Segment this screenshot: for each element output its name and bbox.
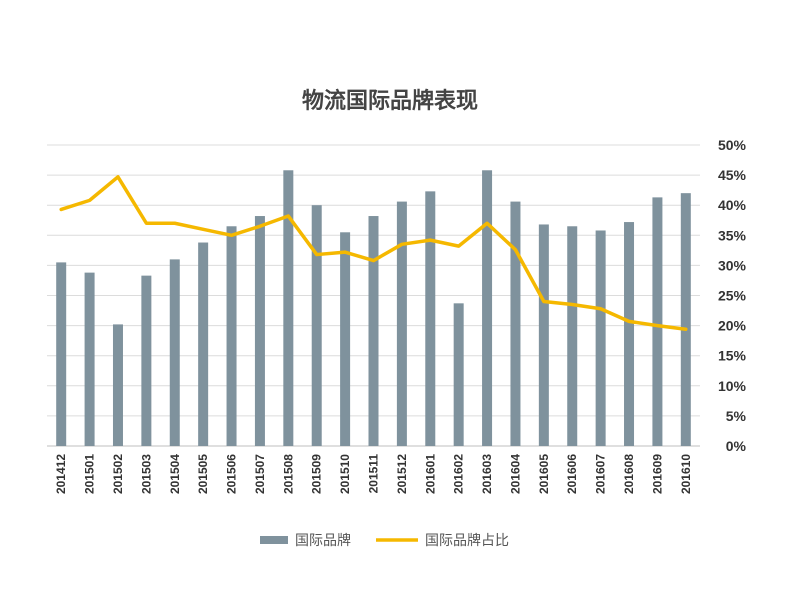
bar (283, 170, 294, 446)
x-tick-label: 201606 (565, 454, 579, 494)
x-tick-label: 201609 (650, 454, 664, 494)
y-tick-label: 0% (726, 438, 747, 454)
x-tick-label: 201608 (622, 454, 636, 494)
x-axis-ticks: 201412 201501 201502 201503 201504 201505 2015… (54, 454, 693, 494)
y-tick-label: 15% (718, 348, 747, 364)
bar (482, 170, 493, 446)
y-tick-label: 20% (718, 318, 747, 334)
x-tick-label: 201601 (423, 454, 437, 494)
x-tick-label: 201504 (168, 454, 182, 494)
bar (169, 259, 180, 446)
y-axis-ticks: 0% 5% 10% 15% 20% 25% 30% 35% 40% 45% 50% (718, 137, 747, 454)
x-tick-label: 201509 (310, 454, 324, 494)
x-tick-label: 201602 (452, 454, 466, 494)
bar (538, 224, 549, 446)
y-tick-label: 25% (718, 288, 747, 304)
x-tick-label: 201507 (253, 454, 267, 494)
x-tick-label: 201512 (395, 454, 409, 494)
bar (425, 191, 436, 446)
x-tick-label: 201603 (480, 454, 494, 494)
x-tick-label: 201605 (537, 454, 551, 494)
bar (112, 324, 123, 446)
bar (198, 242, 209, 446)
y-tick-label: 40% (718, 197, 747, 213)
bar (624, 222, 635, 446)
bar (56, 262, 67, 446)
x-tick-label: 201510 (338, 454, 352, 494)
bar (396, 201, 407, 446)
y-tick-label: 35% (718, 227, 747, 243)
x-tick-label: 201604 (508, 454, 522, 494)
bar (141, 275, 152, 446)
x-tick-label: 201508 (281, 454, 295, 494)
bar (254, 216, 265, 446)
bar (595, 230, 606, 446)
y-tick-label: 30% (718, 257, 747, 273)
x-tick-label: 201610 (679, 454, 693, 494)
bar (340, 232, 351, 446)
x-tick-label: 201501 (83, 454, 97, 494)
y-tick-label: 10% (718, 378, 747, 394)
bar (311, 205, 322, 446)
legend: 国际品牌 国际品牌占比 (260, 532, 509, 549)
x-tick-label: 201607 (594, 454, 608, 494)
bar (680, 193, 691, 446)
x-tick-label: 201506 (225, 454, 239, 494)
y-tick-label: 45% (718, 167, 747, 183)
x-tick-label: 201511 (367, 454, 381, 494)
line-series (59, 175, 688, 331)
y-tick-label: 5% (726, 408, 747, 424)
y-tick-label: 50% (718, 137, 747, 153)
x-tick-label: 201503 (139, 454, 153, 494)
x-tick-label: 201412 (54, 454, 68, 494)
bar (84, 272, 95, 446)
bar (453, 303, 464, 446)
bar (567, 226, 578, 446)
bar (226, 226, 237, 446)
bar (510, 201, 521, 446)
legend-bar-label: 国际品牌 (295, 532, 351, 549)
legend-line-label: 国际品牌占比 (425, 532, 509, 549)
x-tick-label: 201502 (111, 454, 125, 494)
series-line (59, 175, 688, 331)
x-tick-label: 201505 (196, 454, 210, 494)
legend-bar-swatch (260, 536, 288, 544)
chart-title: 物流国际品牌表现 (302, 88, 478, 114)
bar-series (56, 170, 691, 446)
bar (652, 197, 663, 446)
bar (368, 216, 379, 446)
